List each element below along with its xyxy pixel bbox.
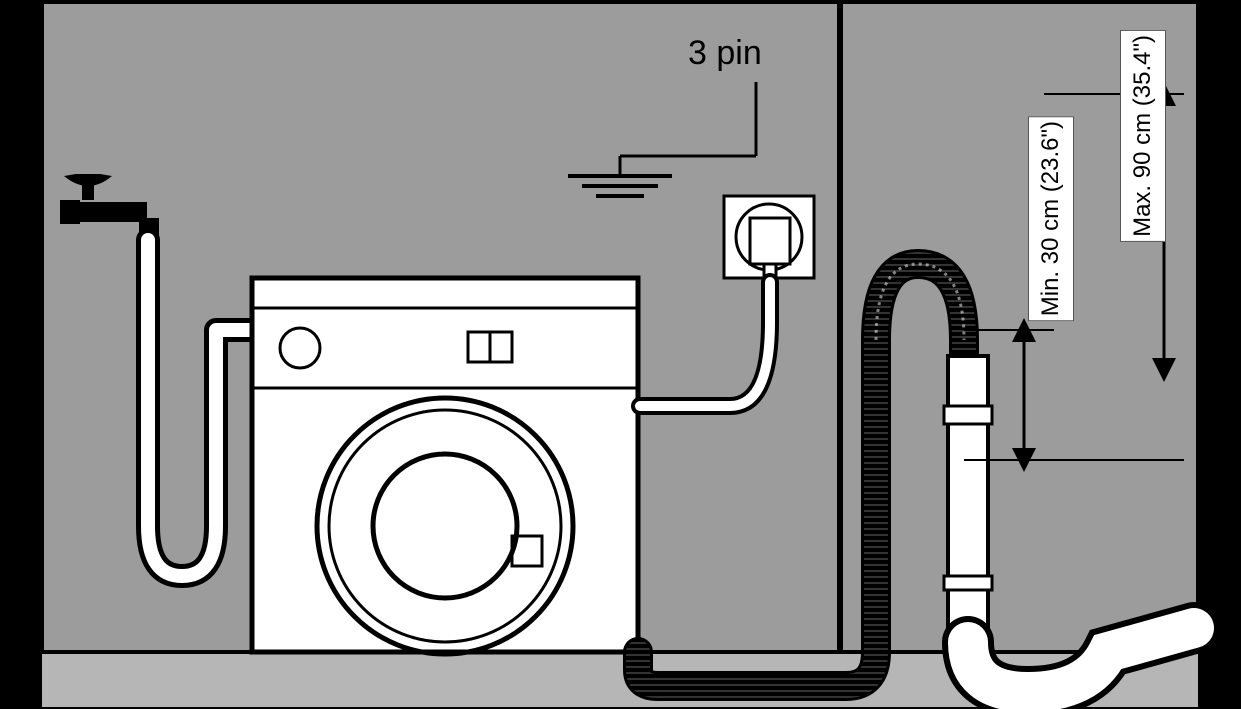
- power-plug-icon: [750, 218, 790, 264]
- plug-pin-label: 3 pin: [688, 34, 762, 73]
- drain-standpipe: [948, 356, 988, 642]
- installation-diagram-svg: [0, 0, 1241, 709]
- dimension-max-label: Max. 90 cm (35.4"): [1120, 30, 1166, 242]
- diagram-stage: Min. 30 cm (23.6") Max. 90 cm (35.4") 3 …: [0, 0, 1241, 709]
- dimension-min-label: Min. 30 cm (23.6"): [1028, 116, 1074, 321]
- tap-body-icon: [78, 202, 147, 222]
